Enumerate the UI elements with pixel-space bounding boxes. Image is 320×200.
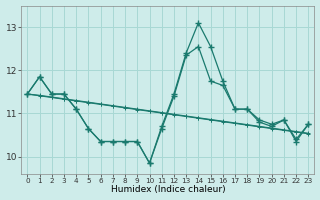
X-axis label: Humidex (Indice chaleur): Humidex (Indice chaleur)	[110, 185, 225, 194]
